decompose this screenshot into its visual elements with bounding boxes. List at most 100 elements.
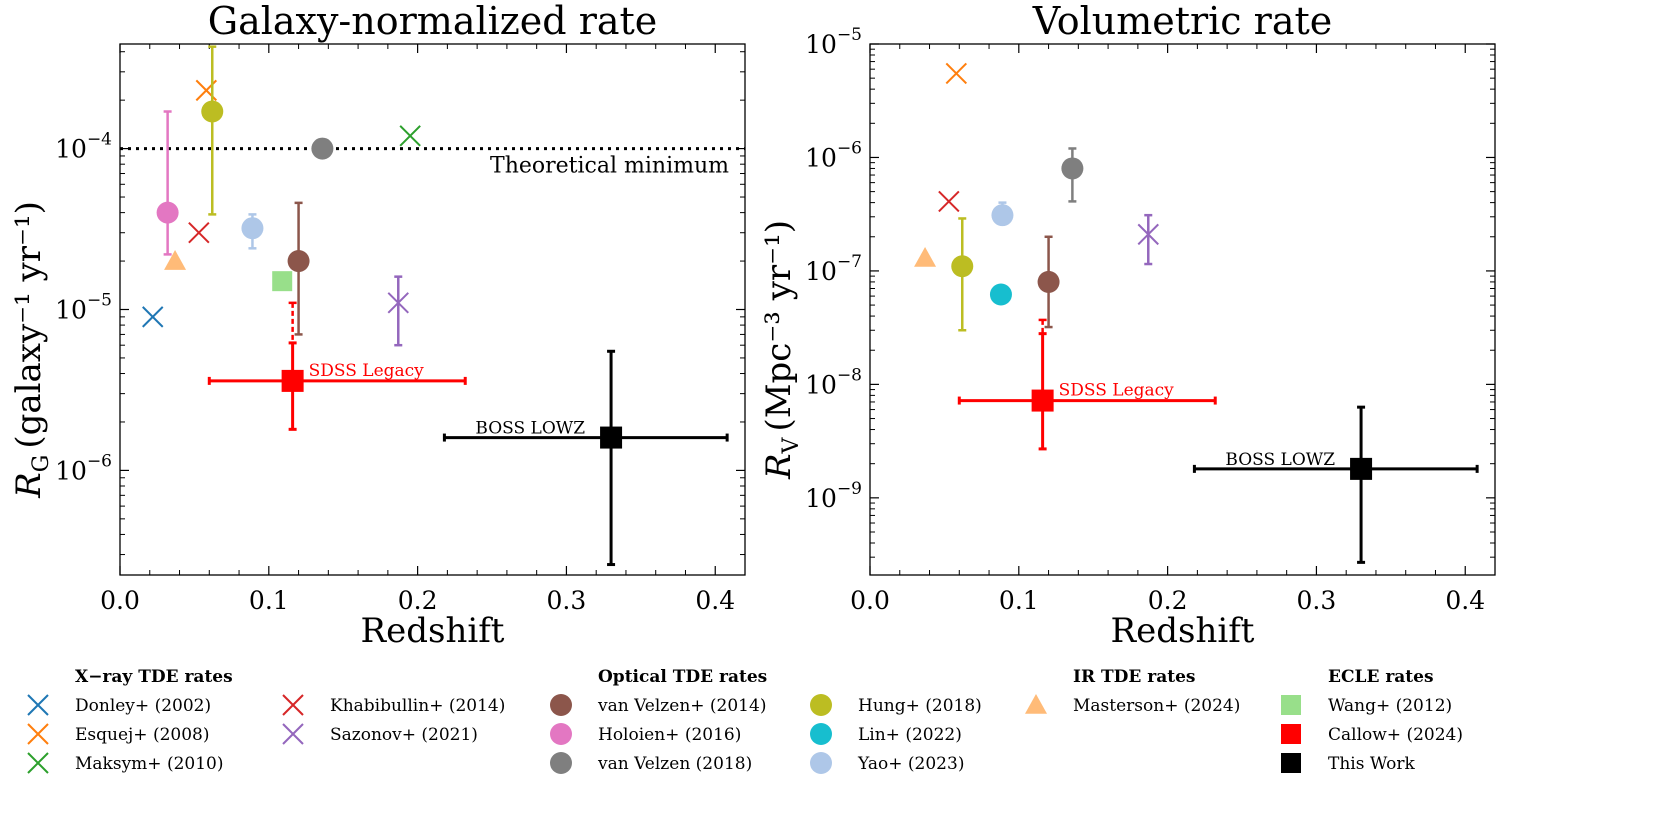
y-tick-label: 10−4 (55, 130, 112, 164)
y-axis-subscript: G (29, 455, 54, 473)
marker-khabibullin (938, 190, 960, 213)
x-tick-label: 0.3 (1297, 586, 1337, 615)
y-tick-exponent: −5 (87, 291, 112, 311)
marker-khabibullin-stroke-b (188, 222, 210, 244)
legend: X−ray TDE rates Donley+ (2002) Esquej+ (20… (27, 667, 1463, 774)
x-tick-label: 0.2 (1148, 586, 1188, 615)
point-donley (142, 306, 164, 328)
legend-label: This Work (1328, 754, 1416, 774)
legend-entry-masterson: Masterson+ (2024) (1025, 694, 1240, 716)
legend-marker-hung (810, 694, 832, 716)
legend-entry-sazonov: Sazonov+ (2021) (282, 723, 478, 745)
legend-label: van Velzen+ (2014) (597, 696, 766, 716)
y-tick-exponent: −5 (837, 25, 862, 45)
marker-thiswork (1350, 457, 1373, 480)
legend-label: Yao+ (2023) (857, 754, 964, 774)
y-tick-exponent: −4 (87, 130, 112, 150)
marker-lin (989, 283, 1012, 306)
legend-group-2: IR TDE rates Masterson+ (2024) (1025, 667, 1240, 716)
legend-marker-sazonov (282, 723, 304, 745)
legend-marker-maksym (27, 752, 49, 774)
point-esquej (945, 62, 968, 85)
marker-esquej-stroke-b (945, 62, 968, 85)
point-wang (272, 271, 293, 292)
marker-thiswork (600, 426, 623, 449)
point-vanvelzen2014 (287, 201, 310, 336)
y-axis-symbol: R (759, 453, 799, 480)
legend-marker-khabibullin-stroke-b (282, 694, 304, 716)
marker-sazonov-stroke-b (387, 292, 409, 314)
legend-label: Khabibullin+ (2014) (330, 696, 505, 716)
point-vanvelzen2018 (311, 137, 334, 160)
marker-vanvelzen2018 (311, 137, 334, 160)
legend-entry-callow: Callow+ (2024) (1281, 724, 1463, 745)
point-yao (241, 213, 264, 250)
marker-yao (991, 204, 1014, 227)
legend-entry-donley: Donley+ (2002) (27, 694, 211, 716)
legend-marker-maksym-stroke-b (27, 752, 49, 774)
theoretical-minimum-label: Theoretical minimum (490, 154, 729, 179)
point-thiswork: BOSS LOWZ (442, 349, 729, 567)
legend-marker-donley-stroke-b (27, 694, 49, 716)
point-label-callow: SDSS Legacy (1059, 381, 1175, 401)
legend-label: Esquej+ (2008) (75, 725, 209, 745)
marker-maksym-stroke-b (399, 125, 421, 147)
legend-group-title: X−ray TDE rates (75, 667, 233, 687)
marker-khabibullin (188, 222, 210, 244)
point-maksym (399, 125, 421, 147)
marker-masterson (914, 246, 937, 267)
legend-marker-donley (27, 694, 49, 716)
legend-marker-masterson (1025, 694, 1047, 714)
legend-group-title: Optical TDE rates (598, 667, 767, 687)
legend-entry-vanvelzen2014: van Velzen+ (2014) (550, 694, 766, 716)
y-tick-base: 10 (55, 135, 87, 164)
legend-entry-lin: Lin+ (2022) (810, 723, 962, 745)
legend-marker-vanvelzen2018 (550, 752, 572, 774)
y-tick-base: 10 (805, 143, 837, 172)
point-sazonov (387, 275, 409, 347)
y-tick-base: 10 (805, 257, 837, 286)
y-tick-label: 10−8 (805, 365, 862, 399)
x-tick-label: 0.4 (695, 586, 735, 615)
y-axis-units: (Mpc⁻³ yr⁻¹) (759, 220, 799, 432)
x-tick-label: 0.0 (100, 586, 140, 615)
legend-group-1: Optical TDE rates van Velzen+ (2014) Holoi… (550, 667, 982, 774)
marker-masterson (164, 250, 187, 270)
point-yao (991, 201, 1014, 227)
point-vanvelzen2018 (1061, 147, 1084, 203)
legend-marker-holoien (550, 723, 572, 745)
legend-label: van Velzen (2018) (597, 754, 752, 774)
legend-marker-esquej (27, 723, 49, 745)
legend-label: Masterson+ (2024) (1073, 696, 1240, 716)
point-callow: SDSS Legacy (957, 318, 1217, 451)
legend-group-title: ECLE rates (1328, 667, 1434, 687)
x-tick-label: 0.3 (547, 586, 587, 615)
y-tick-label: 10−5 (805, 25, 862, 59)
point-masterson (164, 250, 187, 270)
marker-sazonov-stroke-b (1137, 223, 1159, 246)
marker-vanvelzen2014 (287, 250, 310, 273)
point-masterson (914, 246, 937, 267)
legend-group-0: X−ray TDE rates Donley+ (2002) Esquej+ (20… (27, 667, 505, 774)
marker-hung (201, 100, 224, 123)
legend-label: Wang+ (2012) (1328, 696, 1452, 716)
y-tick-base: 10 (805, 484, 837, 513)
x-tick-label: 0.2 (398, 586, 438, 615)
point-hung (951, 217, 974, 332)
y-axis-label: RV (Mpc⁻³ yr⁻¹) (759, 220, 804, 480)
legend-marker-yao (810, 752, 832, 774)
legend-entry-hung: Hung+ (2018) (810, 694, 982, 716)
marker-hung (951, 255, 974, 278)
x-axis-label: Redshift (1111, 611, 1255, 651)
y-tick-label: 10−6 (55, 451, 112, 485)
legend-label: Callow+ (2024) (1328, 725, 1463, 745)
point-khabibullin (188, 222, 210, 244)
legend-entry-yao: Yao+ (2023) (810, 752, 964, 774)
chart-title: Galaxy-normalized rate (208, 0, 658, 43)
y-tick-base: 10 (55, 456, 87, 485)
y-tick-label: 10−7 (805, 252, 862, 286)
legend-entry-maksym: Maksym+ (2010) (27, 752, 223, 774)
legend-label: Donley+ (2002) (75, 696, 211, 716)
